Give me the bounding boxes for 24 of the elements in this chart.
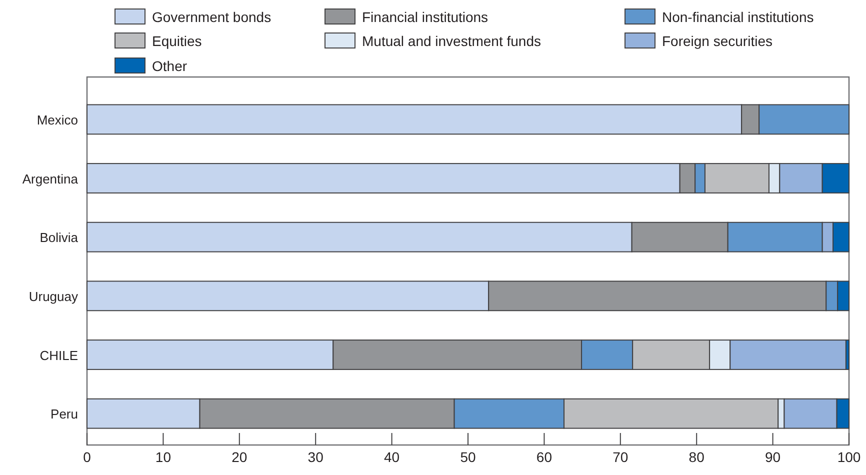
y-tick-label: Argentina	[22, 171, 79, 186]
x-tick-label: 20	[232, 449, 248, 465]
legend-label: Non-financial institutions	[662, 9, 814, 25]
legend-label: Government bonds	[152, 9, 272, 25]
legend-label: Equities	[152, 33, 202, 49]
x-tick-label: 10	[155, 449, 172, 465]
legend-label: Financial institutions	[362, 9, 488, 25]
x-tick-label: 70	[612, 449, 628, 465]
y-tick-label: Peru	[50, 406, 78, 422]
legend-label: Mutual and investment funds	[362, 33, 541, 49]
y-tick-label: CHILE	[40, 348, 78, 363]
y-tick-label: Bolivia	[40, 230, 79, 246]
x-tick-label: 0	[83, 449, 92, 465]
x-tick-label: 40	[384, 449, 400, 465]
legend-label: Foreign securities	[662, 33, 772, 49]
y-tick-label: Mexico	[36, 112, 78, 128]
x-tick-label: 100	[837, 449, 861, 465]
x-tick-label: 90	[765, 449, 781, 465]
legend-label: Other	[152, 58, 188, 74]
y-tick-label: Uruguay	[28, 288, 78, 304]
x-tick-label: 30	[308, 449, 324, 465]
x-tick-label: 80	[688, 449, 705, 465]
x-tick-label: 60	[536, 449, 552, 465]
x-tick-label: 50	[460, 449, 476, 465]
